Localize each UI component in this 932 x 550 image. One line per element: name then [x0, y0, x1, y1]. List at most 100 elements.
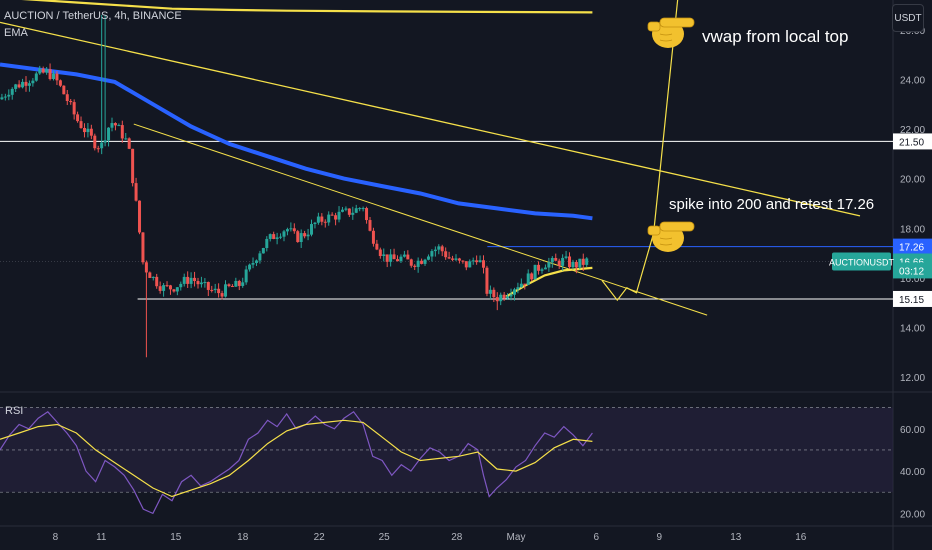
candle-body — [347, 208, 351, 215]
candle-body — [175, 287, 179, 292]
candle-body — [365, 208, 369, 221]
candle-body — [131, 148, 135, 184]
candle-body — [499, 294, 503, 302]
candle-body — [409, 259, 413, 266]
currency-button[interactable]: USDT — [892, 4, 924, 32]
candle-body — [310, 224, 314, 235]
candle-body — [69, 101, 73, 103]
trendline-minor — [133, 123, 708, 316]
candle-body — [420, 260, 424, 264]
candle-body — [72, 102, 76, 115]
candle-body — [543, 267, 547, 270]
candle-body — [416, 260, 420, 267]
candle-body — [323, 221, 327, 223]
candle-body — [440, 246, 444, 252]
candle-body — [523, 283, 527, 285]
candle-body — [451, 258, 455, 260]
candle-body — [502, 294, 506, 299]
candle-body — [568, 256, 572, 268]
candle-body — [433, 249, 437, 252]
candle-body — [79, 121, 83, 128]
candle-body — [203, 282, 207, 284]
candle-body — [430, 251, 434, 257]
candle-body — [117, 125, 121, 127]
candle-body — [234, 280, 238, 287]
time-tick-label: 13 — [730, 532, 742, 543]
candle-body — [224, 284, 228, 297]
time-tick-label: 18 — [237, 532, 249, 543]
candle-body — [423, 259, 427, 264]
candle-body — [265, 238, 269, 249]
candle-body — [282, 231, 286, 237]
candle-body — [530, 273, 534, 280]
vwap-line — [21, 0, 593, 14]
candle-body — [48, 69, 52, 80]
rsi-label[interactable]: RSI — [5, 405, 24, 417]
candle-body — [244, 269, 248, 283]
candle-body — [399, 256, 403, 262]
candle-body — [100, 142, 104, 149]
candle-body — [34, 73, 38, 81]
candle-body — [413, 265, 417, 267]
candle-body — [488, 289, 492, 294]
candle-body — [261, 248, 265, 254]
candle-body — [248, 264, 252, 270]
candle-body — [478, 260, 482, 263]
candle-body — [550, 257, 554, 263]
candle-body — [110, 123, 114, 128]
candle-body — [186, 276, 190, 284]
price-label: 15.15 — [899, 295, 924, 306]
candle-body — [537, 264, 541, 271]
candle-body — [199, 282, 203, 285]
candle-body — [268, 234, 272, 239]
price-label-bg — [893, 133, 932, 150]
candle-body — [62, 85, 66, 95]
candle-body — [526, 273, 530, 285]
candle-body — [237, 280, 241, 286]
candle-body — [141, 232, 145, 263]
price-label: 03:12 — [899, 266, 924, 277]
candle-body — [24, 81, 28, 86]
candle-body — [124, 138, 128, 140]
candle-body — [464, 261, 468, 268]
candle-body — [38, 68, 42, 74]
candle-body — [196, 281, 200, 285]
candle-body — [327, 214, 331, 223]
candle-body — [58, 80, 62, 86]
candle-body — [485, 267, 489, 294]
candle-body — [52, 73, 56, 80]
candle-body — [189, 277, 193, 284]
candle-body — [340, 209, 344, 212]
candle-body — [82, 127, 86, 133]
candle-body — [385, 254, 389, 262]
time-tick-label: 6 — [593, 532, 599, 543]
candle-body — [389, 254, 393, 262]
indicator-label[interactable]: EMA — [4, 27, 28, 39]
candle-body — [241, 282, 245, 286]
candle-body — [437, 246, 441, 250]
candle-body — [89, 128, 93, 136]
rsi-tick-label: 60.00 — [900, 425, 925, 436]
candle-body — [561, 257, 565, 266]
time-tick-label: 9 — [657, 532, 663, 543]
candle-body — [392, 254, 396, 260]
candle-body — [574, 261, 578, 268]
time-tick-label: 25 — [379, 532, 391, 543]
candle-body — [461, 260, 465, 262]
candle-body — [127, 138, 131, 149]
candle-body — [162, 285, 166, 291]
pointing-hand-icon — [647, 221, 695, 252]
candle-body — [258, 253, 262, 261]
candle-body — [351, 212, 355, 215]
candle-body — [279, 236, 283, 238]
candle-body — [292, 228, 296, 232]
time-tick-label: 8 — [53, 532, 59, 543]
candle-body — [10, 88, 14, 95]
candle-body — [254, 260, 258, 264]
candle-body — [468, 261, 472, 268]
candle-body — [337, 211, 341, 220]
candle-body — [330, 214, 334, 216]
candle-body — [179, 283, 183, 288]
candle-body — [148, 272, 152, 278]
